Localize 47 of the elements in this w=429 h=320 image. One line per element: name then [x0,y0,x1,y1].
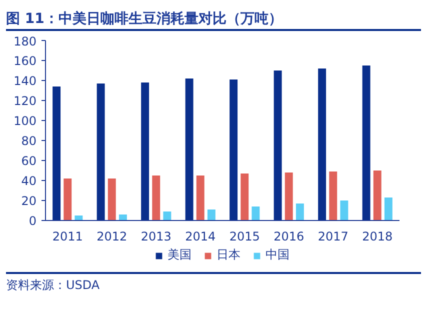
chart-title: 图 11：中美日咖啡生豆消耗量对比（万吨） [6,10,282,29]
y-tick-label: 60 [21,154,37,168]
bar [52,86,61,220]
legend-label: 中国 [266,246,290,264]
legend-label: 日本 [216,246,240,264]
legend-label: 美国 [168,246,192,264]
bar [141,82,150,220]
bar [64,178,72,220]
x-tick-label: 2014 [185,230,216,244]
bar [329,172,338,220]
bar [284,172,293,220]
bar [207,210,216,220]
x-tick-label: 2016 [274,230,304,244]
x-tick-label: 2011 [52,230,83,244]
text: 资料来源：USDA [6,277,100,294]
bar [152,176,160,220]
x-tick-label: 2013 [140,230,172,244]
x-tick-label: 2017 [318,230,348,244]
y-tick-label: 160 [14,54,36,68]
bar [118,214,127,220]
bar [340,200,348,220]
bar [252,206,260,220]
bar [96,84,105,220]
y-tick-label: 0 [28,214,37,228]
bar [274,70,282,220]
bar [362,66,370,220]
y-tick-label: 140 [14,74,36,88]
bar [74,216,83,220]
y-tick-label: 100 [14,114,36,128]
bar [108,178,116,220]
bar [296,204,304,220]
x-tick-label: 2015 [229,230,260,244]
bar [196,176,204,220]
bar [240,174,249,220]
bar [384,198,392,220]
y-tick-label: 40 [21,174,37,188]
x-tick-label: 2012 [96,230,128,244]
y-tick-label: 180 [14,34,36,48]
bar [185,78,194,220]
x-tick-label: 2018 [362,230,393,244]
bar [373,170,382,220]
bar [163,212,172,220]
bar [318,68,326,220]
y-tick-label: 80 [21,134,37,148]
bar [230,80,238,220]
y-tick-label: 20 [21,194,37,208]
y-tick-label: 120 [14,94,36,108]
